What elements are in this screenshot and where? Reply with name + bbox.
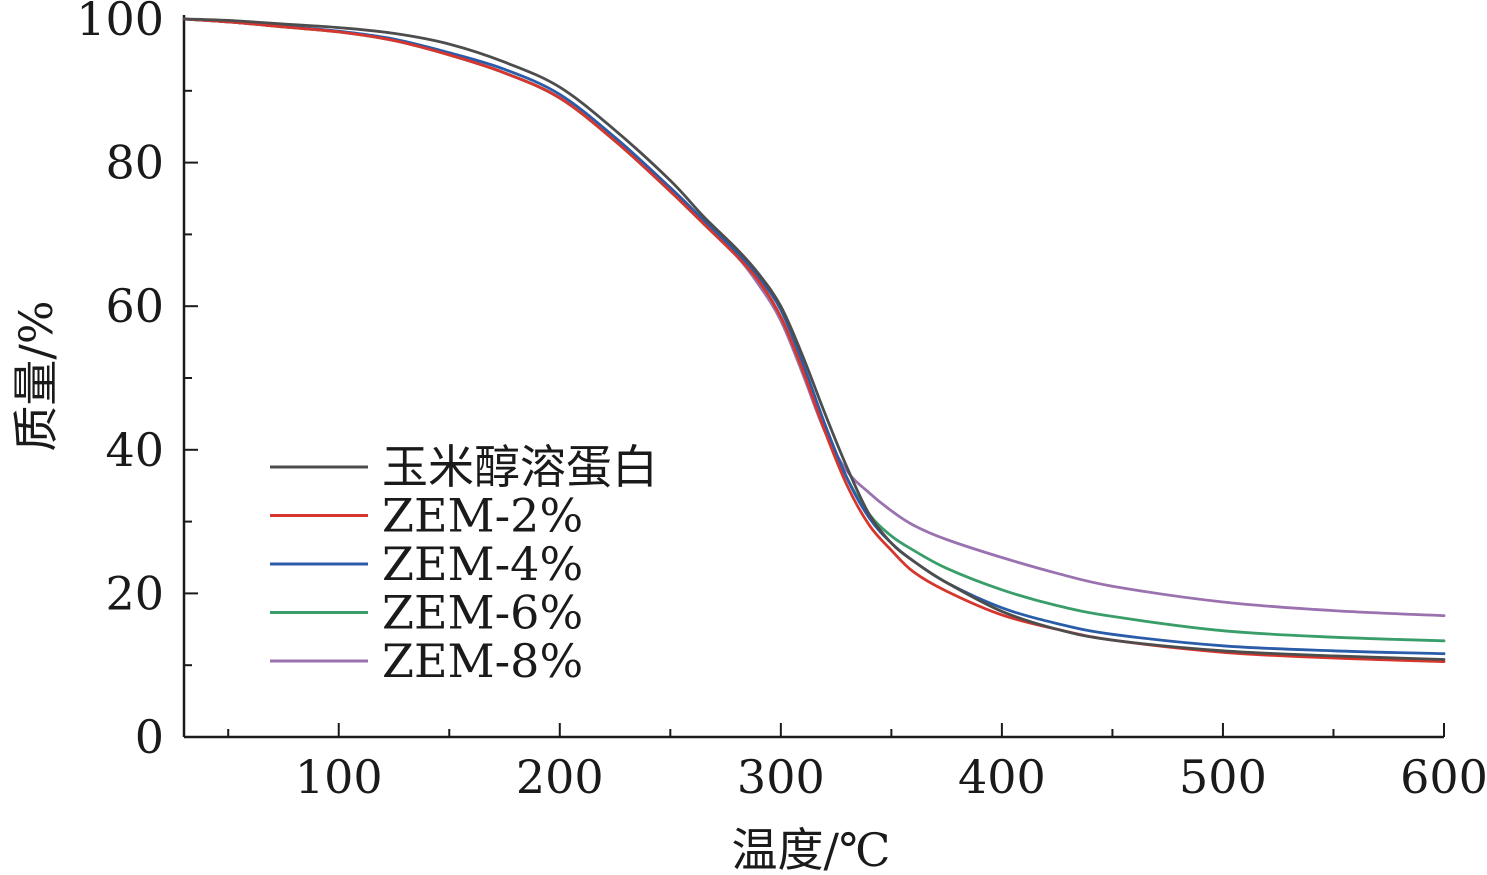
x-tick-label: 400 <box>958 750 1046 804</box>
x-tick-label: 200 <box>516 750 604 804</box>
y-tick-label: 40 <box>105 423 164 477</box>
legend-label: ZEM-8% <box>382 634 583 688</box>
y-tick-label: 0 <box>135 710 164 764</box>
legend-label: ZEM-2% <box>382 489 583 543</box>
legend-label: ZEM-6% <box>382 586 583 640</box>
series-line-2 <box>182 17 1446 663</box>
y-tick-label: 60 <box>105 279 164 333</box>
y-tick-label: 20 <box>105 566 164 620</box>
x-tick-label: 100 <box>295 750 383 804</box>
x-tick-label: 600 <box>1400 750 1487 804</box>
x-tick-label: 500 <box>1179 750 1267 804</box>
series-layer <box>182 17 1446 663</box>
series-line-3 <box>182 17 1446 656</box>
axes <box>182 15 1444 739</box>
y-tick-label: 100 <box>76 0 164 46</box>
legend-label: ZEM-4% <box>382 537 583 591</box>
y-axis-title: 质量/% <box>9 300 63 451</box>
tick-labels: 100 200 300 400 500 600 0 20 40 60 80 100 <box>76 0 1487 804</box>
y-tick-label: 80 <box>105 136 164 190</box>
series-line-5 <box>182 17 1446 618</box>
x-tick-label: 300 <box>737 750 825 804</box>
legend-label: 玉米醇溶蛋白 <box>382 440 658 494</box>
series-line-1 <box>182 17 1446 661</box>
ticks <box>184 18 1445 738</box>
series-line-4 <box>182 17 1446 643</box>
x-axis-title: 温度/℃ <box>732 823 891 875</box>
